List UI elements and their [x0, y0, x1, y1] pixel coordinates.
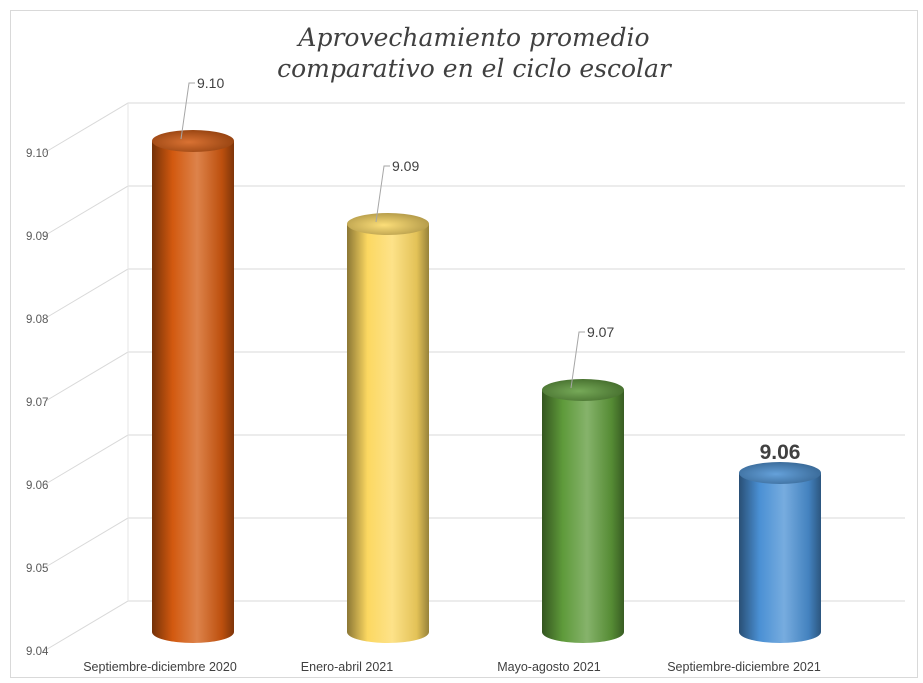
data-label: 9.06 — [760, 441, 801, 464]
bar — [739, 462, 821, 643]
data-label: 9.07 — [587, 324, 614, 340]
bar-body — [739, 473, 821, 643]
leader-line — [375, 165, 390, 223]
x-tick-label: Mayo-agosto 2021 — [497, 660, 601, 674]
bar-top — [347, 213, 429, 235]
bar — [152, 130, 234, 643]
y-tick-label: 9.05 — [26, 563, 48, 575]
data-label: 9.10 — [197, 75, 224, 91]
x-tick-label: Enero-abril 2021 — [301, 660, 393, 674]
y-tick-label: 9.10 — [26, 148, 48, 160]
bar — [542, 379, 624, 643]
bar-top — [542, 379, 624, 401]
y-tick-label: 9.07 — [26, 397, 48, 409]
chart-title-line-2: comparativo en el ciclo escolar — [277, 54, 673, 83]
leader-line — [570, 331, 585, 389]
data-label: 9.09 — [392, 158, 419, 174]
bar-body — [542, 390, 624, 643]
y-tick-label: 9.04 — [26, 646, 49, 658]
bar-top — [739, 462, 821, 484]
y-tick-label: 9.09 — [26, 231, 48, 243]
bar-body — [347, 224, 429, 643]
chart-title-line-1: Aprovechamiento promedio — [296, 23, 649, 52]
bar — [347, 213, 429, 643]
x-tick-label: Septiembre-diciembre 2020 — [83, 660, 237, 674]
y-tick-label: 9.06 — [26, 480, 48, 492]
bar-body — [152, 141, 234, 643]
y-tick-label: 9.08 — [26, 314, 48, 326]
x-tick-label: Septiembre-diciembre 2021 — [667, 660, 821, 674]
bar-top — [152, 130, 234, 152]
leader-line — [180, 82, 195, 140]
